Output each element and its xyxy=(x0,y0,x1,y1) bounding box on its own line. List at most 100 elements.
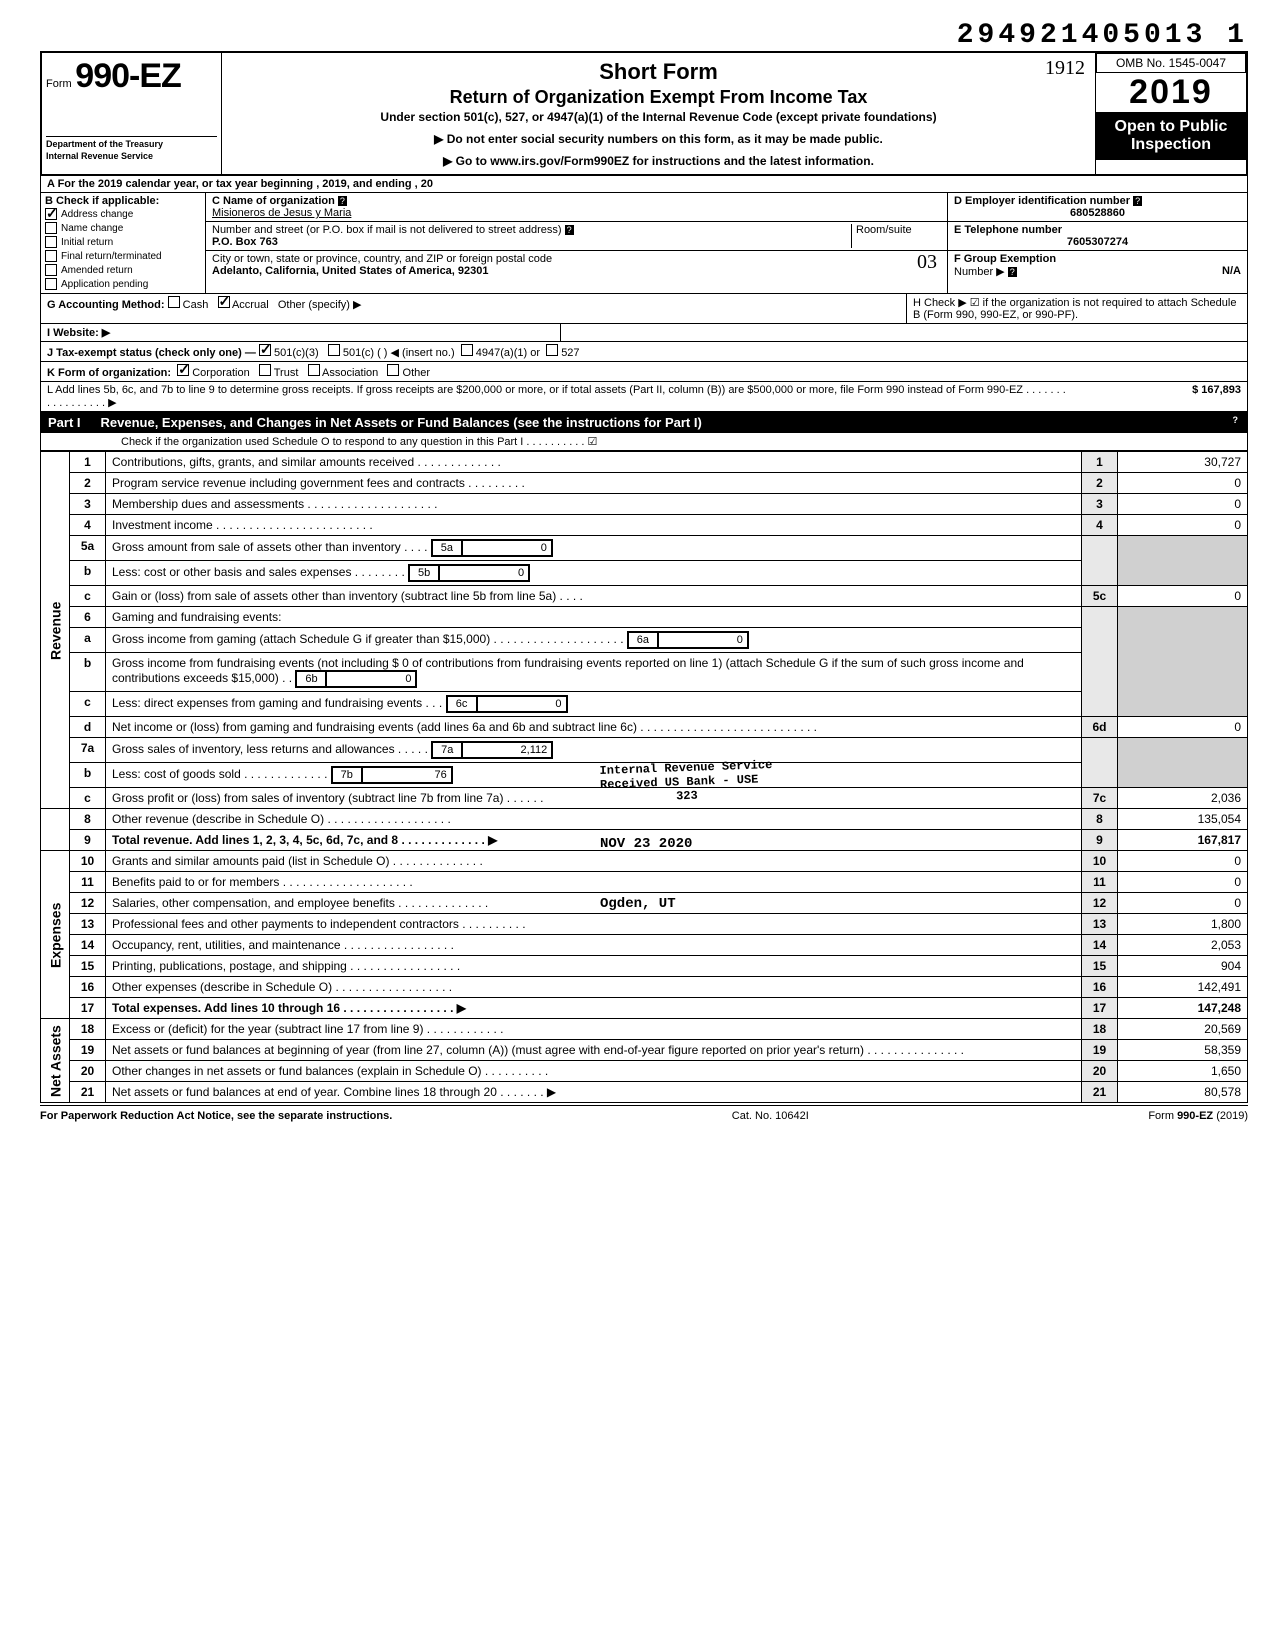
lbl-501c3: 501(c)(3) xyxy=(274,347,319,359)
line-2-amt: 0 xyxy=(1118,473,1248,494)
row-l-amount: $ 167,893 xyxy=(1077,382,1247,411)
line-8-box: 8 xyxy=(1082,809,1118,830)
lbl-501c: 501(c) ( ) ◀ (insert no.) xyxy=(343,347,455,359)
line-6a-desc: Gross income from gaming (attach Schedul… xyxy=(106,628,1082,653)
line-9-amt: 167,817 xyxy=(1118,830,1248,851)
tax-year: 2019 xyxy=(1096,73,1246,112)
omb-number: OMB No. 1545-0047 xyxy=(1096,53,1246,73)
room-label: Room/suite xyxy=(856,224,912,236)
chk-assoc[interactable] xyxy=(308,364,320,376)
lbl-other-org: Other xyxy=(403,367,431,379)
chk-final[interactable] xyxy=(45,250,57,262)
line-8-amt: 135,054 xyxy=(1118,809,1248,830)
chk-initial[interactable] xyxy=(45,236,57,248)
section-d-label: D Employer identification number xyxy=(954,195,1130,207)
line-20-box: 20 xyxy=(1082,1061,1118,1082)
section-c-label: C Name of organization xyxy=(212,195,335,207)
line-num: 1 xyxy=(70,452,106,473)
row-l-text: L Add lines 5b, 6c, and 7b to line 9 to … xyxy=(41,382,1077,411)
line-6d-amt: 0 xyxy=(1118,717,1248,738)
chk-amended[interactable] xyxy=(45,264,57,276)
lbl-cash: Cash xyxy=(183,299,209,311)
form-label-cell: Form 990-EZ Department of the Treasury I… xyxy=(42,53,222,174)
line-5c-desc: Gain or (loss) from sale of assets other… xyxy=(106,586,1082,607)
chk-527[interactable] xyxy=(546,344,558,356)
line-16-box: 16 xyxy=(1082,977,1118,998)
line-4-amt: 0 xyxy=(1118,515,1248,536)
line-7a-desc: Gross sales of inventory, less returns a… xyxy=(106,738,1082,763)
chk-pending[interactable] xyxy=(45,278,57,290)
dept-treasury: Department of the Treasury xyxy=(46,136,217,149)
org-name: Misioneros de Jesus y Maria xyxy=(212,207,351,219)
line-13-desc: Professional fees and other payments to … xyxy=(106,914,1082,935)
chk-corp[interactable] xyxy=(177,364,189,376)
handwritten-1912: 1912 xyxy=(1045,57,1085,80)
chk-4947[interactable] xyxy=(461,344,473,356)
line-3-amt: 0 xyxy=(1118,494,1248,515)
line-14-desc: Occupancy, rent, utilities, and maintena… xyxy=(106,935,1082,956)
line-6-desc: Gaming and fundraising events: xyxy=(106,607,1082,628)
dept-irs: Internal Revenue Service xyxy=(46,149,217,161)
title-cell: Short Form Return of Organization Exempt… xyxy=(222,53,1096,174)
line-12-box: 12 xyxy=(1082,893,1118,914)
arrow-ssn: ▶ Do not enter social security numbers o… xyxy=(228,132,1089,146)
line-18-desc: Excess or (deficit) for the year (subtra… xyxy=(106,1019,1082,1040)
line-19-amt: 58,359 xyxy=(1118,1040,1248,1061)
city-value: Adelanto, California, United States of A… xyxy=(212,265,489,277)
lbl-527: 527 xyxy=(561,347,579,359)
lbl-name: Name change xyxy=(61,223,123,234)
line-7b-desc: Less: cost of goods sold . . . . . . . .… xyxy=(106,763,1082,788)
line-8-desc: Other revenue (describe in Schedule O) .… xyxy=(106,809,1082,830)
footer-right: Form 990-EZ (2019) xyxy=(1148,1110,1248,1122)
lbl-trust: Trust xyxy=(274,367,299,379)
part1-title: Revenue, Expenses, and Changes in Net As… xyxy=(101,415,1211,430)
line-16-desc: Other expenses (describe in Schedule O) … xyxy=(106,977,1082,998)
chk-trust[interactable] xyxy=(259,364,271,376)
help-icon: ? xyxy=(338,196,347,206)
line-10-amt: 0 xyxy=(1118,851,1248,872)
chk-name[interactable] xyxy=(45,222,57,234)
line-6c-desc: Less: direct expenses from gaming and fu… xyxy=(106,692,1082,717)
open-public-1: Open to Public xyxy=(1100,118,1242,136)
footer-left: For Paperwork Reduction Act Notice, see … xyxy=(40,1110,392,1122)
line-a: A For the 2019 calendar year, or tax yea… xyxy=(41,176,1247,192)
line-13-amt: 1,800 xyxy=(1118,914,1248,935)
line-5b-desc: Less: cost or other basis and sales expe… xyxy=(106,561,1082,586)
line-17-amt: 147,248 xyxy=(1118,998,1248,1019)
line-1-amt: 30,727 xyxy=(1118,452,1248,473)
line-13-box: 13 xyxy=(1082,914,1118,935)
row-g-label: G Accounting Method: xyxy=(47,299,165,311)
row-j-label: J Tax-exempt status (check only one) — xyxy=(47,347,256,359)
line-14-box: 14 xyxy=(1082,935,1118,956)
section-b: B Check if applicable: Address change Na… xyxy=(41,193,206,293)
form-number: 990-EZ xyxy=(75,57,181,95)
row-k-label: K Form of organization: xyxy=(47,367,171,379)
help-icon: ? xyxy=(1231,415,1241,430)
chk-accrual[interactable] xyxy=(218,296,230,308)
chk-cash[interactable] xyxy=(168,296,180,308)
line-11-amt: 0 xyxy=(1118,872,1248,893)
line-5a-desc: Gross amount from sale of assets other t… xyxy=(106,536,1082,561)
line-21-amt: 80,578 xyxy=(1118,1082,1248,1103)
line-9-desc: Total revenue. Add lines 1, 2, 3, 4, 5c,… xyxy=(106,830,1082,851)
form-prefix: Form xyxy=(46,78,72,90)
line-1-box: 1 xyxy=(1082,452,1118,473)
chk-address[interactable] xyxy=(45,208,57,220)
line-14-amt: 2,053 xyxy=(1118,935,1248,956)
line-7c-desc: Gross profit or (loss) from sales of inv… xyxy=(106,788,1082,809)
line-5c-amt: 0 xyxy=(1118,586,1248,607)
line-9-box: 9 xyxy=(1082,830,1118,851)
row-i: I Website: ▶ xyxy=(41,324,561,341)
line-6b-desc: Gross income from fundraising events (no… xyxy=(106,653,1082,692)
line-3-desc: Membership dues and assessments . . . . … xyxy=(106,494,1082,515)
chk-other-org[interactable] xyxy=(387,364,399,376)
line-15-box: 15 xyxy=(1082,956,1118,977)
chk-501c[interactable] xyxy=(328,344,340,356)
year-cell: OMB No. 1545-0047 2019 Open to Public In… xyxy=(1096,53,1246,174)
chk-501c3[interactable] xyxy=(259,344,271,356)
street-label: Number and street (or P.O. box if mail i… xyxy=(212,224,562,236)
line-1-desc: Contributions, gifts, grants, and simila… xyxy=(106,452,1082,473)
line-19-box: 19 xyxy=(1082,1040,1118,1061)
arrow-goto: ▶ Go to www.irs.gov/Form990EZ for instru… xyxy=(228,154,1089,168)
line-10-box: 10 xyxy=(1082,851,1118,872)
